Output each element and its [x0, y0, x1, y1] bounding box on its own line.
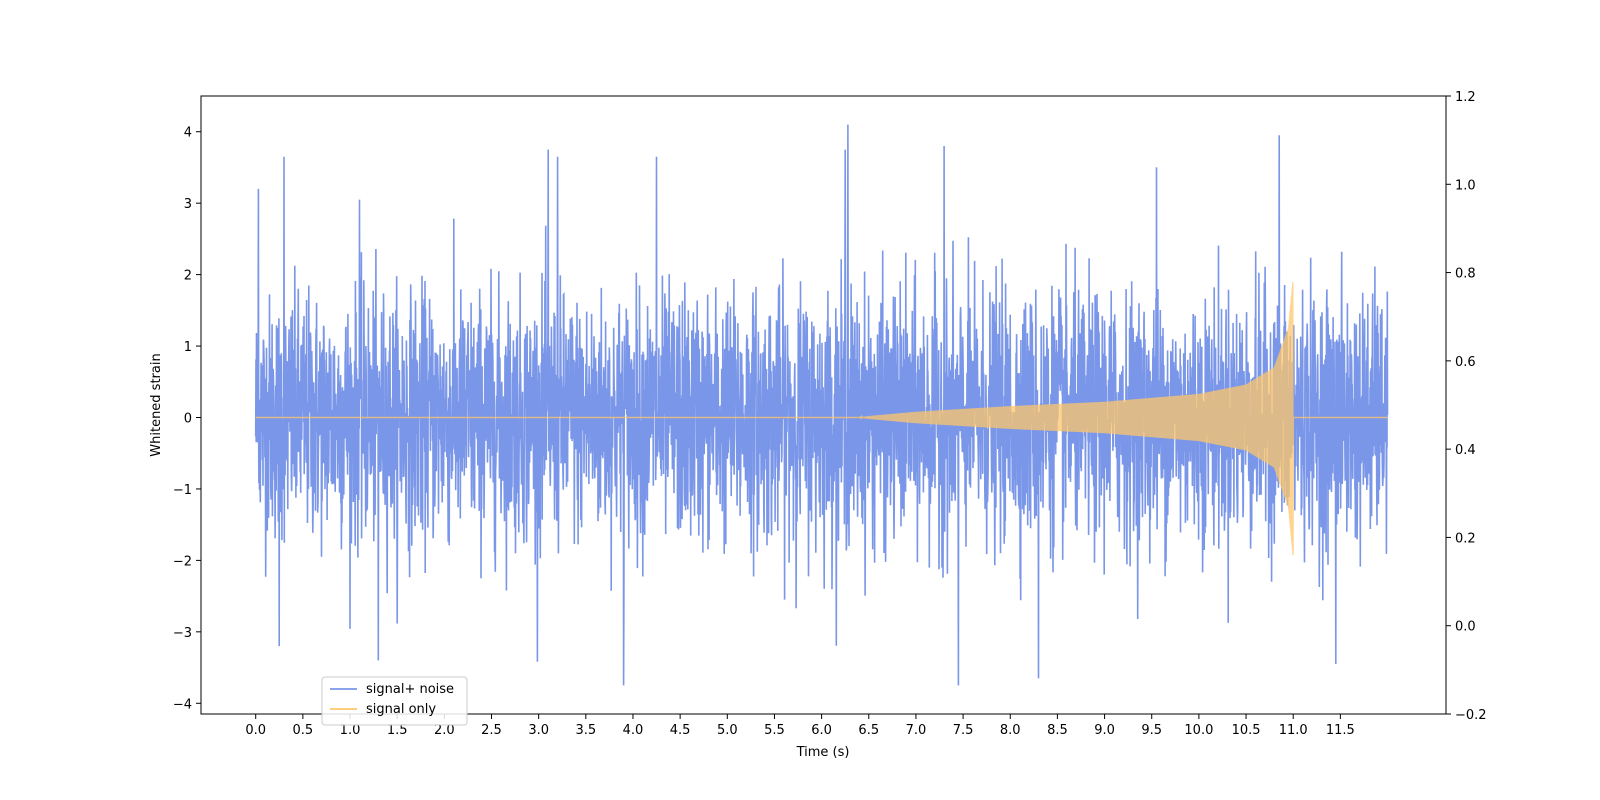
x-tick-label: 5.5: [764, 723, 785, 738]
legend: signal+ noise signal only: [321, 676, 468, 726]
y-axis-right: −0.2 0.0 0.2 0.4 0.6 0.8 1.0 1.2: [1446, 90, 1487, 723]
x-tick-label: 0.0: [245, 723, 266, 738]
x-tick-label: 1.5: [387, 723, 408, 738]
y-right-tick-label: −0.2: [1455, 708, 1487, 723]
x-tick-label: 4.5: [670, 723, 691, 738]
x-tick-label: 6.5: [858, 723, 879, 738]
x-tick-label: 3.5: [575, 723, 596, 738]
x-tick-label: 9.0: [1094, 723, 1115, 738]
x-tick-label: 2.0: [434, 723, 455, 738]
legend-label-signal-only: signal only: [366, 702, 436, 717]
y-right-tick-label: 0.6: [1455, 355, 1476, 370]
y-right-tick-label: 1.2: [1455, 90, 1476, 105]
y-axis-left: −4 −3 −2 −1 0 1 2 3 4: [173, 126, 201, 712]
x-tick-label: 9.5: [1141, 723, 1162, 738]
y-tick-label: −1: [173, 483, 192, 498]
y-right-tick-label: 0.8: [1455, 267, 1476, 282]
x-tick-label: 10.0: [1184, 723, 1213, 738]
x-tick-label: 2.5: [481, 723, 502, 738]
plot-area: [254, 124, 1389, 686]
y-tick-label: 2: [184, 269, 192, 284]
y-tick-label: −3: [173, 626, 192, 641]
x-tick-label: 7.0: [906, 723, 927, 738]
x-tick-label: 11.0: [1279, 723, 1308, 738]
y-right-tick-label: 1.0: [1455, 178, 1476, 193]
x-tick-label: 1.0: [340, 723, 361, 738]
x-tick-label: 11.5: [1326, 723, 1355, 738]
x-tick-label: 8.0: [1000, 723, 1021, 738]
y-tick-label: 3: [184, 197, 192, 212]
y-right-tick-label: 0.2: [1455, 531, 1476, 546]
y-tick-label: 1: [184, 340, 192, 355]
series-signal-only: [255, 282, 1388, 556]
y-right-tick-label: 0.0: [1455, 620, 1476, 635]
x-tick-label: 3.0: [528, 723, 549, 738]
plot-frame: [200, 95, 1447, 715]
x-axis-label: Time (s): [796, 745, 850, 760]
x-tick-label: 10.5: [1232, 723, 1261, 738]
series-signal-noise: [254, 124, 1389, 686]
y-right-tick-label: 0.4: [1455, 443, 1476, 458]
x-tick-label: 8.5: [1047, 723, 1068, 738]
x-axis: 0.0 0.5 1.0 1.5 2.0 2.5 3.0 3.5 4.0 4.5 5.0 5.5 6.0 6…: [245, 714, 1355, 738]
y-tick-label: 4: [184, 126, 192, 141]
y-tick-label: −2: [173, 554, 192, 569]
x-tick-label: 5.0: [717, 723, 738, 738]
legend-box: [321, 676, 468, 726]
legend-label-signal-noise: signal+ noise: [366, 682, 454, 697]
x-tick-label: 7.5: [953, 723, 974, 738]
y-tick-label: −4: [173, 697, 192, 712]
y-axis-label: Whitened strain: [149, 353, 164, 456]
x-tick-label: 6.0: [811, 723, 832, 738]
y-tick-label: 0: [184, 412, 192, 427]
x-tick-label: 0.5: [293, 723, 314, 738]
x-tick-label: 4.0: [623, 723, 644, 738]
